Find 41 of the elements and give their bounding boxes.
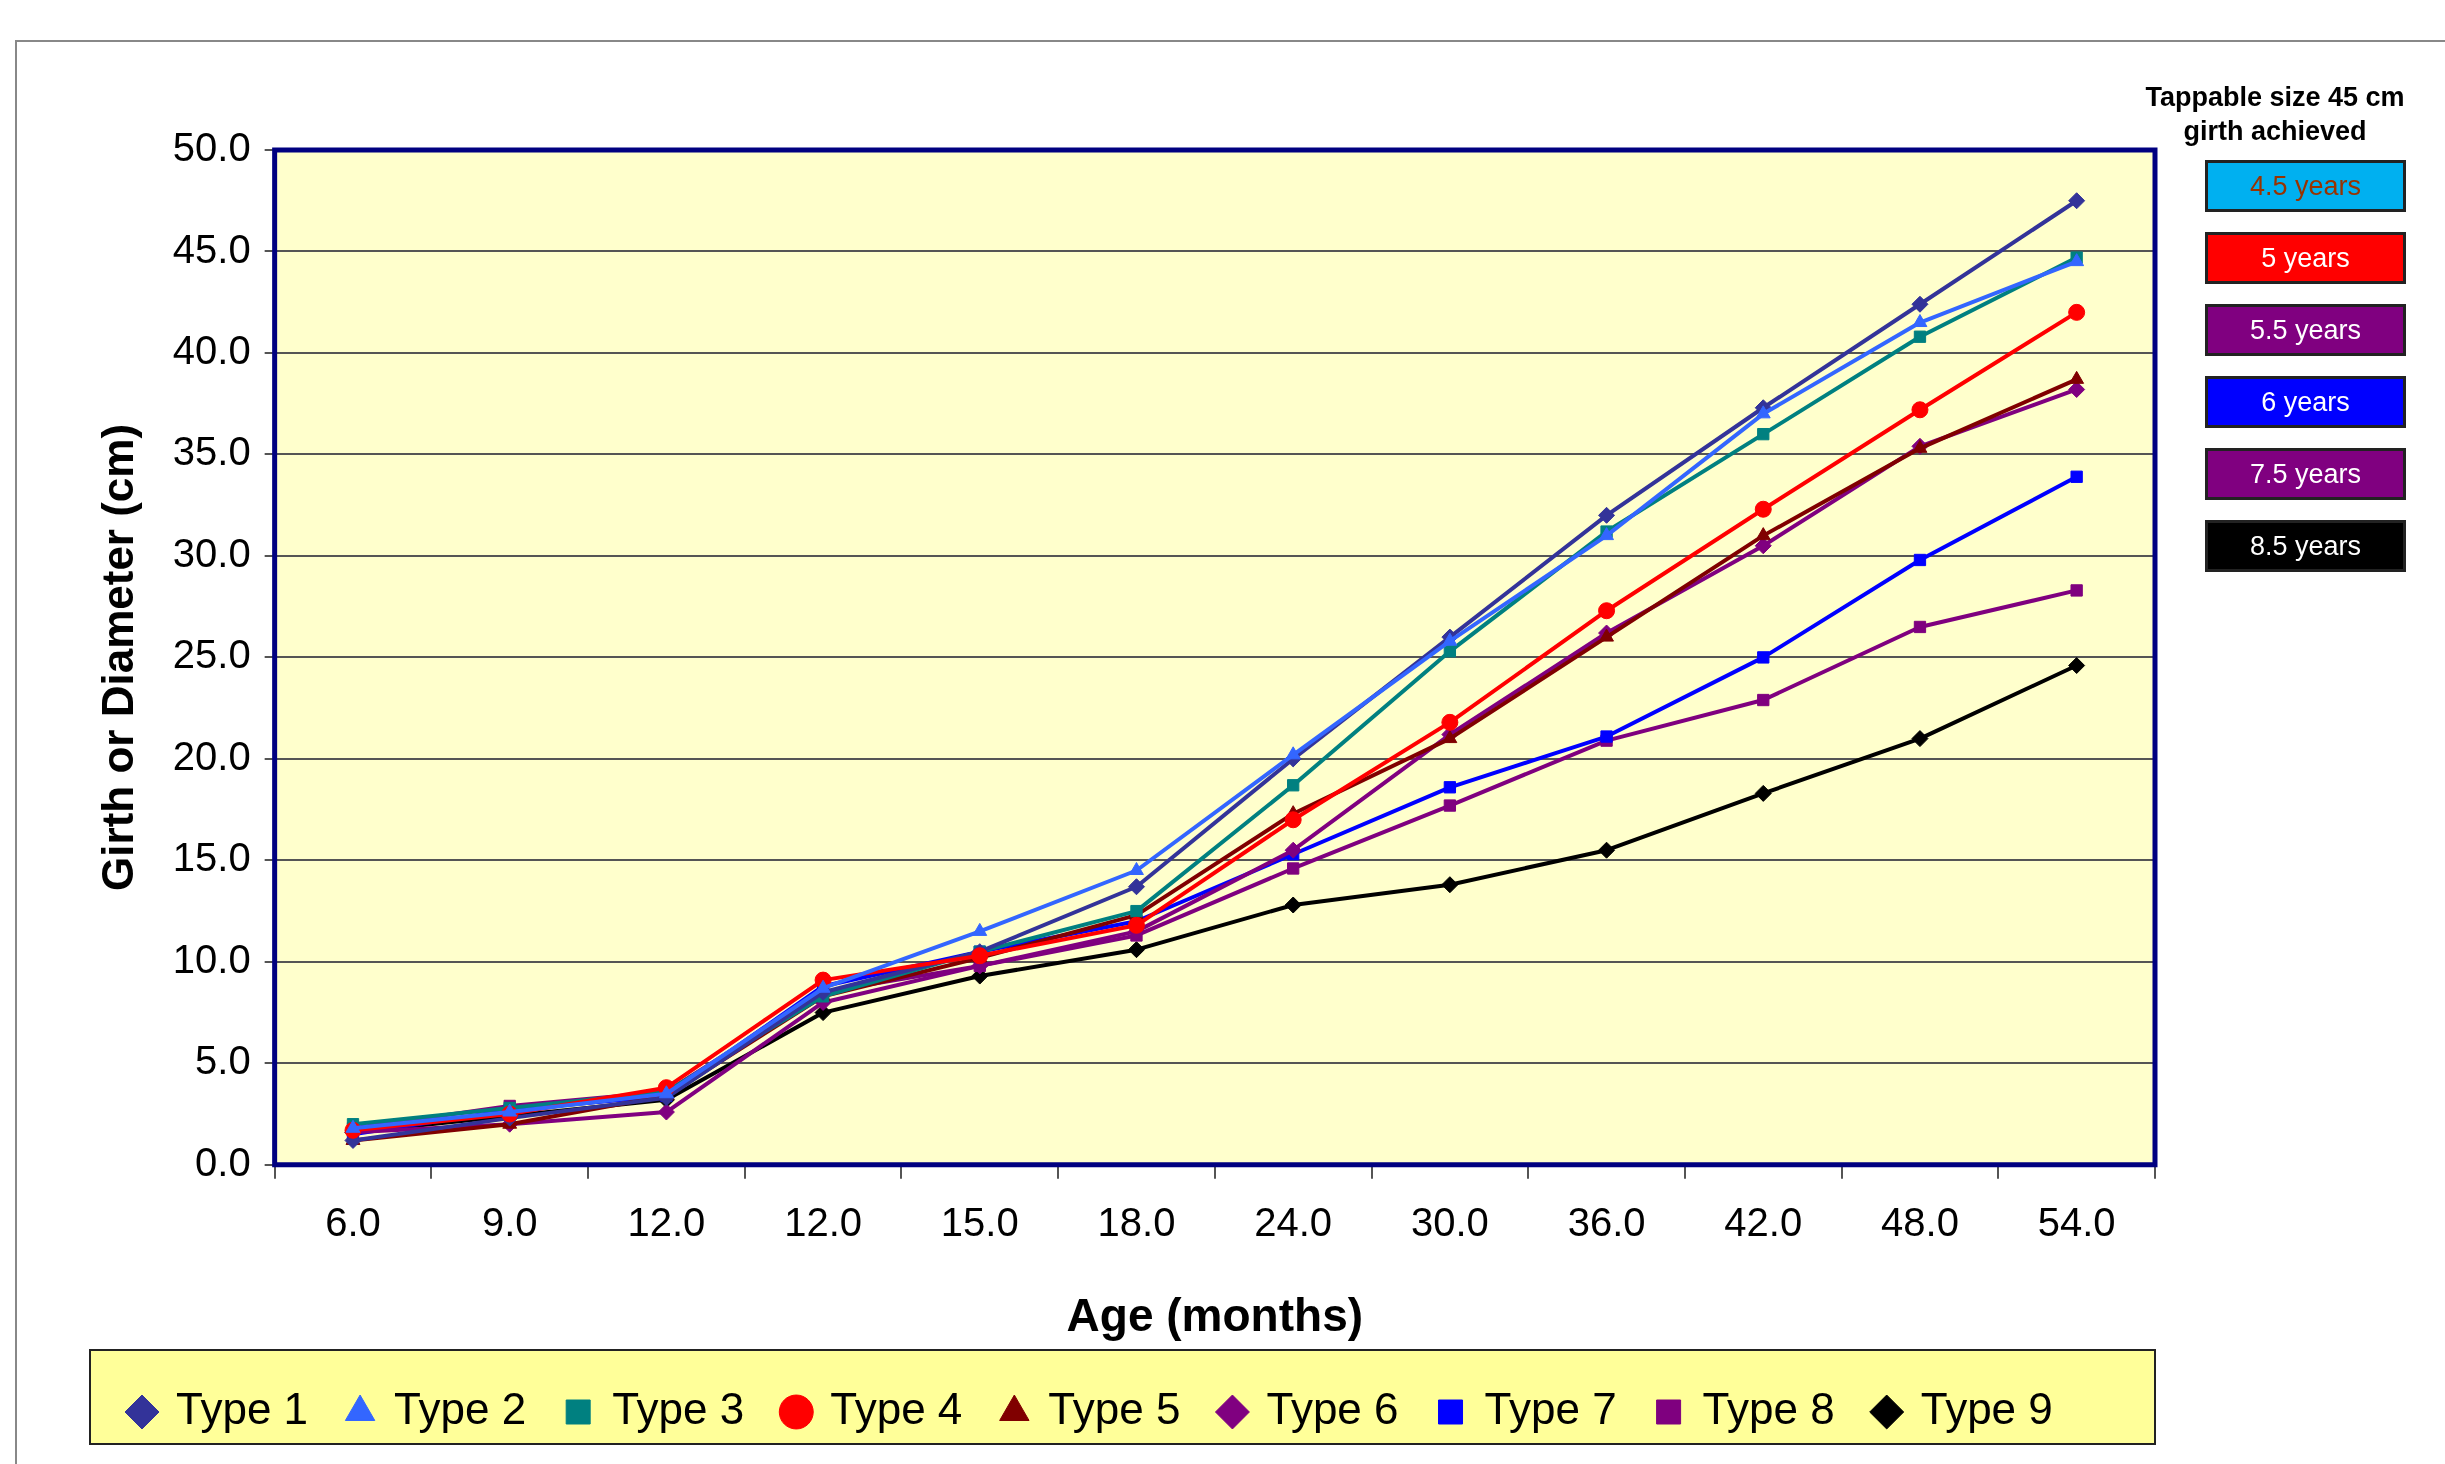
legend-label: Type 3 <box>612 1384 745 1434</box>
legend-label: Type 1 <box>176 1384 309 1434</box>
y-tick-label: 45.0 <box>172 226 251 271</box>
legend-label: Type 5 <box>1048 1384 1181 1434</box>
x-tick-label: 24.0 <box>1254 1199 1333 1244</box>
legend-label: Type 9 <box>1920 1384 2053 1434</box>
text: 6 years <box>2205 376 2406 428</box>
x-tick-label: 18.0 <box>1097 1199 1176 1244</box>
y-tick-label: 25.0 <box>172 632 251 677</box>
y-tick-label: 0.0 <box>195 1139 251 1184</box>
y-tick-label: 5.0 <box>195 1038 251 1083</box>
text: 4.5 years <box>2205 160 2406 212</box>
y-tick-label: 50.0 <box>172 125 251 170</box>
x-tick-label: 30.0 <box>1410 1199 1489 1244</box>
x-tick-label: 6.0 <box>325 1199 381 1244</box>
x-tick-label: 12.0 <box>627 1199 706 1244</box>
legend-label: Type 4 <box>830 1384 963 1434</box>
x-tick-label: 36.0 <box>1567 1199 1646 1244</box>
y-tick-label: 40.0 <box>172 327 251 372</box>
x-tick-label: 54.0 <box>2037 1199 2116 1244</box>
text: 5 years <box>2205 232 2406 284</box>
y-tick-label: 35.0 <box>172 429 251 474</box>
x-tick-label: 15.0 <box>940 1199 1019 1244</box>
y-tick-label: 30.0 <box>172 530 251 575</box>
y-tick-label: 20.0 <box>172 733 251 778</box>
text: 7.5 years <box>2205 448 2406 500</box>
legend-label: Type 8 <box>1702 1384 1835 1434</box>
text: Tappable size 45 cm girth achieved <box>2144 81 2406 148</box>
text: 5.5 years <box>2205 304 2406 356</box>
y-tick-label: 10.0 <box>172 936 251 981</box>
legend-label: Type 2 <box>394 1384 527 1434</box>
x-tick-label: 12.0 <box>784 1199 863 1244</box>
x-tick-label: 42.0 <box>1724 1199 1803 1244</box>
legend-label: Type 6 <box>1266 1384 1399 1434</box>
y-axis-title: Girth or Diameter (cm) <box>92 423 142 891</box>
y-tick-label: 15.0 <box>172 835 251 880</box>
x-axis-title: Age (months) <box>1066 1289 1364 1342</box>
text: 8.5 years <box>2205 520 2406 572</box>
x-tick-label: 9.0 <box>481 1199 538 1244</box>
legend-label: Type 7 <box>1484 1384 1617 1434</box>
x-tick-label: 48.0 <box>1881 1199 1959 1244</box>
